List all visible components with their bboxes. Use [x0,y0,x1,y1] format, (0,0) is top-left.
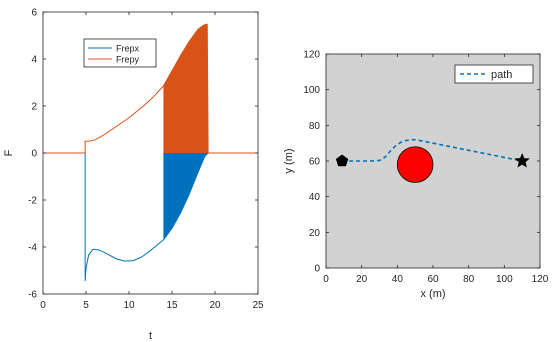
x-tick-label: 120 [532,274,549,285]
x-tick-label: 100 [496,274,513,285]
x-tick-label: 0 [323,274,329,285]
x-axis-label: t [149,330,152,342]
y-tick-label: 20 [309,228,321,239]
x-tick-label: 20 [356,274,368,285]
x-tick-label: 15 [166,300,178,311]
y-tick-label: 4 [31,55,37,66]
y-axis-label: y (m) [283,148,295,173]
obstacle-circle [397,147,433,183]
y-tick-label: 80 [309,121,321,132]
y-tick-label: 120 [303,50,320,61]
y-axis-label: F [3,149,15,156]
x-tick-label: 20 [209,300,221,311]
x-tick-label: 10 [123,300,135,311]
x-tick-label: 5 [83,300,89,311]
y-tick-label: 0 [314,264,320,275]
x-tick-label: 80 [463,274,475,285]
shaded-region [163,24,208,153]
legend-label: Frepx [116,44,140,54]
legend-label: path [491,69,512,81]
y-tick-label: -4 [28,243,37,254]
y-tick-label: -2 [28,196,37,207]
y-tick-label: 60 [309,157,321,168]
y-tick-label: 6 [31,8,37,19]
x-tick-label: 0 [40,300,46,311]
x-tick-label: 40 [392,274,404,285]
legend-label: Frepy [116,55,140,65]
shaded-areas [163,24,208,240]
x-tick-label: 25 [252,300,264,311]
y-tick-label: 2 [31,102,37,113]
y-tick-label: 0 [31,149,37,160]
obstacles [397,147,433,183]
shaded-region [163,153,208,240]
x-tick-label: 60 [427,274,439,285]
series-line [43,153,258,281]
x-axis-label: x (m) [420,288,445,300]
y-tick-label: 100 [303,85,320,96]
y-tick-label: 40 [309,192,321,203]
path-chart: 0 20 40 60 80 100 120 0 20 40 60 80 100 120 x (m) y (… [283,50,549,301]
legend: path [455,65,533,83]
y-tick-label: -6 [28,290,37,301]
